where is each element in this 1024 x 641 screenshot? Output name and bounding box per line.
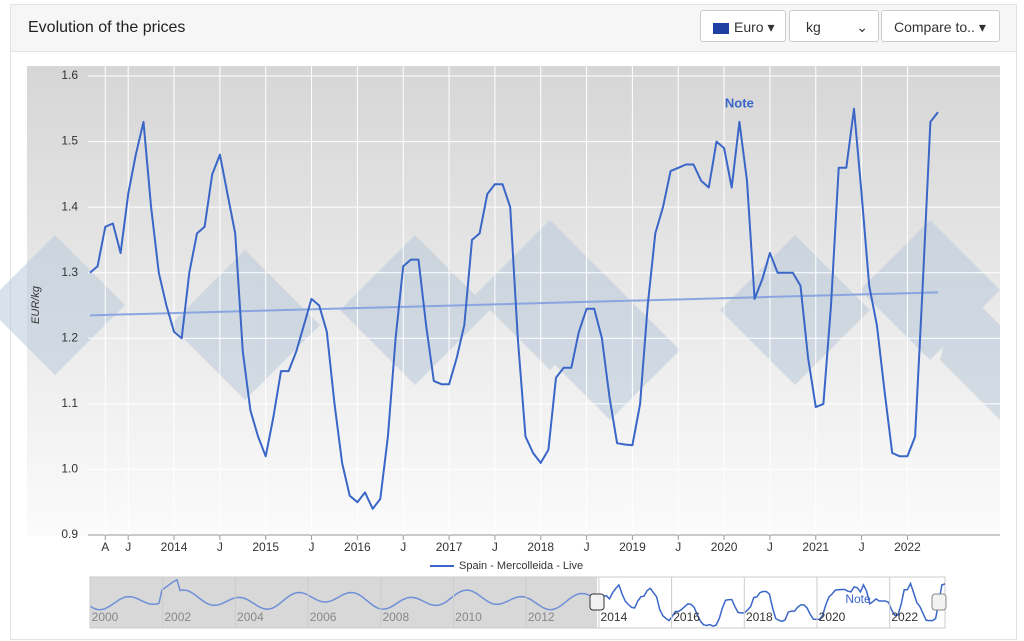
x-tick-label: 2022 <box>894 540 921 554</box>
navigator-label: 2014 <box>601 610 628 624</box>
navigator-label: 2016 <box>673 610 700 624</box>
navigator-label: 2006 <box>310 610 337 624</box>
trend-line <box>89 291 939 317</box>
x-tick-label: 2018 <box>527 540 554 554</box>
flag-icon <box>713 22 729 34</box>
navigator-shade <box>90 577 597 628</box>
navigator-handle-left[interactable] <box>589 593 605 611</box>
y-tick-label: 1.3 <box>61 265 78 279</box>
legend-label: Spain - Mercolleida - Live <box>459 560 583 572</box>
header: Evolution of the prices Euro ▾ kg ⌄ Compa… <box>11 5 1016 52</box>
x-tick-label: J <box>767 540 773 554</box>
y-tick-label: 1.1 <box>61 396 78 410</box>
x-tick-label: 2015 <box>252 540 279 554</box>
navigator-series <box>596 581 946 628</box>
x-tick-label: J <box>217 540 223 554</box>
x-tick-label: 2019 <box>619 540 646 554</box>
y-tick-label: 1.5 <box>61 134 78 148</box>
x-tick-label: 2016 <box>344 540 371 554</box>
navigator-annotation: Note <box>845 592 871 606</box>
y-tick-label: 1.0 <box>61 462 78 476</box>
y-axis-label: EUR/kg <box>30 285 42 324</box>
x-tick-label: J <box>675 540 681 554</box>
navigator-label: 2004 <box>237 610 264 624</box>
x-tick-label: J <box>584 540 590 554</box>
navigator-label: 2000 <box>92 610 119 624</box>
navigator-handle-right[interactable] <box>931 593 947 611</box>
currency-label: Euro <box>734 19 764 35</box>
navigator-label: 2010 <box>455 610 482 624</box>
x-tick-label: 2020 <box>711 540 738 554</box>
y-tick-label: 1.2 <box>61 330 78 344</box>
annotation: Note <box>725 95 754 110</box>
x-tick-label: 2014 <box>161 540 188 554</box>
x-tick-label: J <box>309 540 315 554</box>
title: Evolution of the prices <box>28 19 186 36</box>
y-tick-label: 1.4 <box>61 199 78 213</box>
navigator-label: 2002 <box>164 610 191 624</box>
navigator-label: 2020 <box>819 610 846 624</box>
x-tick-label: J <box>859 540 865 554</box>
y-tick-label: 0.9 <box>61 527 78 541</box>
navigator-history <box>89 578 598 611</box>
chevron: ⌄ <box>856 19 868 35</box>
unit-label: kg <box>806 19 821 35</box>
navigator-label: 2022 <box>891 610 918 624</box>
currency-button[interactable]: Euro ▾ <box>700 10 786 42</box>
x-tick-label: J <box>492 540 498 554</box>
x-tick-label: J <box>125 540 131 554</box>
navigator-label: 2012 <box>528 610 555 624</box>
x-tick-label: A <box>101 540 109 554</box>
price-line <box>89 107 939 510</box>
y-tick-label: 1.6 <box>61 68 78 82</box>
navigator-label: 2018 <box>746 610 773 624</box>
compare-button[interactable]: Compare to.. ▾ <box>881 10 1000 42</box>
x-tick-label: 2017 <box>436 540 463 554</box>
x-tick-label: 2021 <box>802 540 829 554</box>
compare-label: Compare to.. <box>894 19 975 35</box>
navigator-label: 2008 <box>382 610 409 624</box>
unit-select[interactable]: kg ⌄ <box>789 10 879 42</box>
x-tick-label: J <box>400 540 406 554</box>
